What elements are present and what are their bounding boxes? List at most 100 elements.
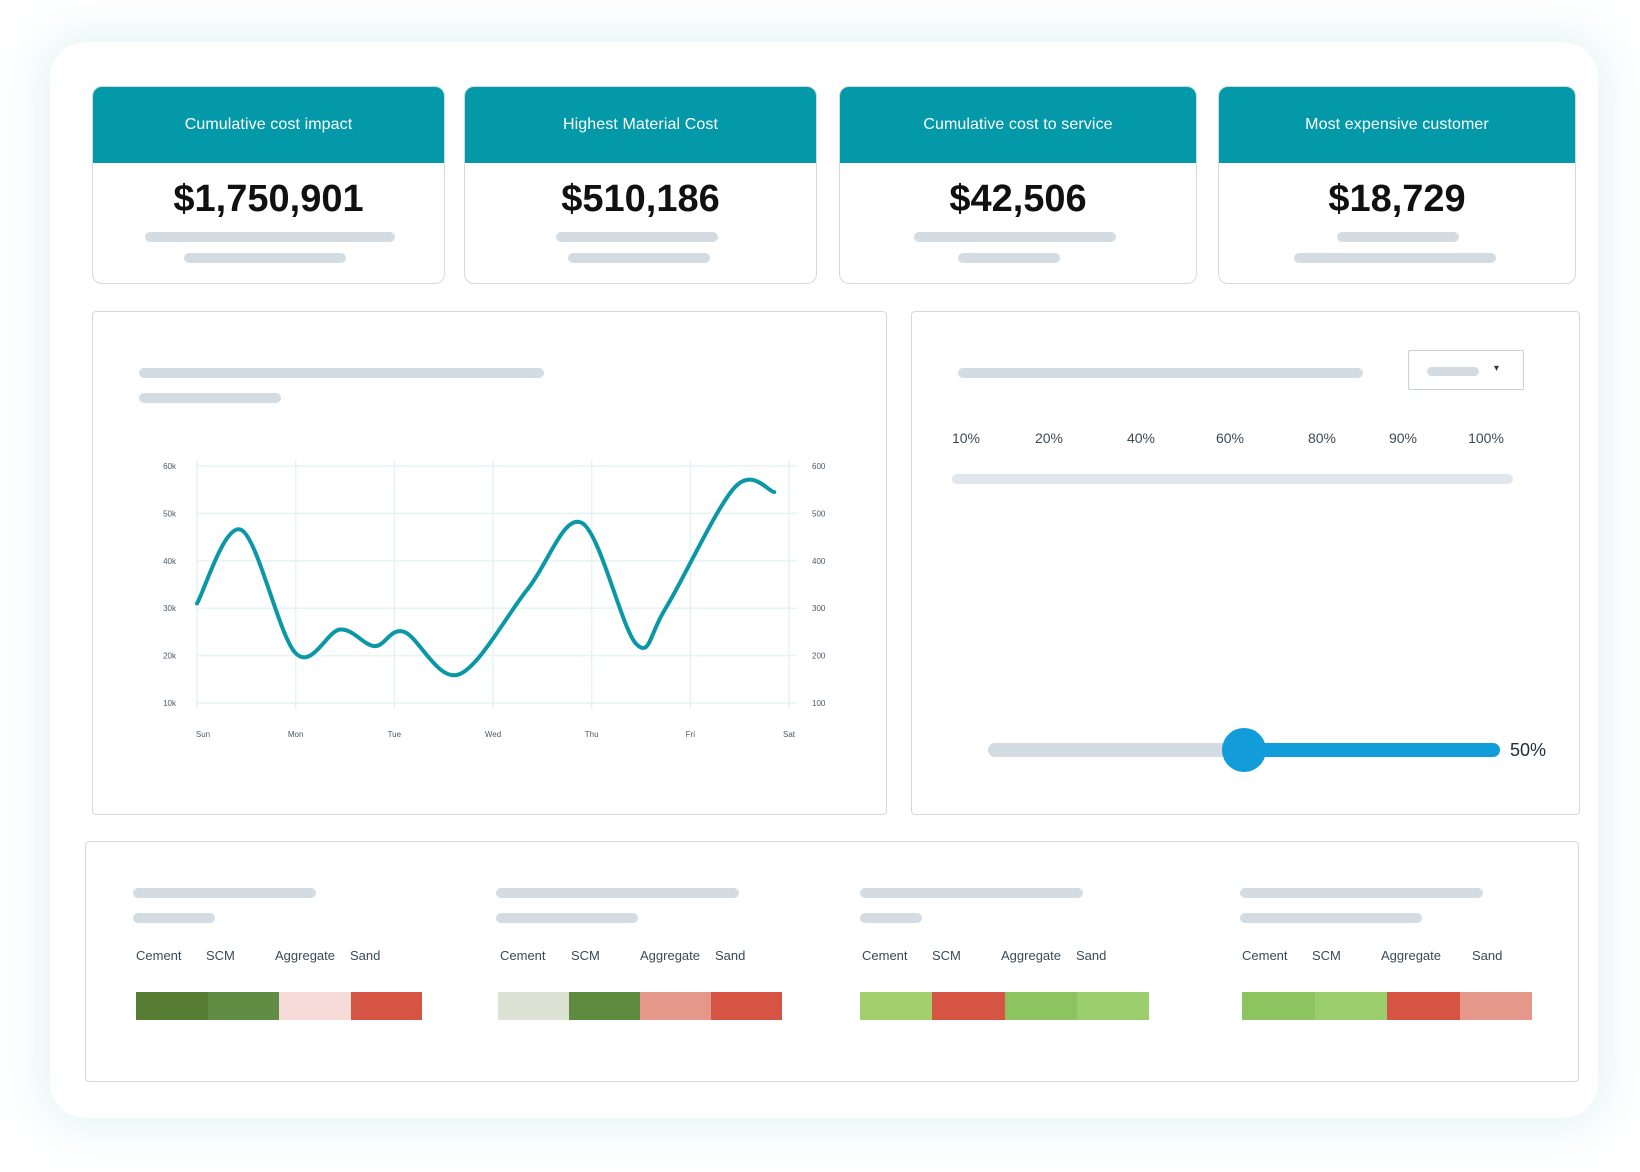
slider-value: 50% [1510, 740, 1547, 760]
heat-cell [350, 992, 422, 1020]
percent-label: 40% [1126, 430, 1156, 446]
legend-sand: Sand [715, 948, 746, 963]
filter-dropdown[interactable]: ▾ [1408, 350, 1524, 390]
kpi-card-cumulative-cost-impact[interactable]: Cumulative cost impact $1,750,901 [92, 86, 445, 284]
kpi-card-most-expensive-customer[interactable]: Most expensive customer $18,729 [1218, 86, 1576, 284]
percent-label: 90% [1388, 430, 1418, 446]
scale-track [952, 474, 1513, 484]
legend-cement: Cement [500, 948, 546, 963]
kpi-value: $42,506 [949, 178, 1087, 220]
heat-cell [498, 992, 569, 1020]
y-tick-label-right: 600 [812, 462, 826, 471]
percent-label: 80% [1307, 430, 1337, 446]
heat-cell [711, 992, 782, 1020]
placeholder-bar [1240, 888, 1483, 898]
material-heat-strip [860, 992, 1149, 1020]
x-tick-label: Sun [196, 730, 210, 739]
x-tick-label: Thu [585, 730, 599, 739]
y-tick-label-left: 30k [163, 604, 177, 613]
placeholder-bar [139, 393, 281, 403]
kpi-title: Highest Material Cost [465, 87, 816, 163]
heat-cell [1004, 992, 1077, 1020]
kpi-title: Cumulative cost impact [93, 87, 444, 163]
dropdown-placeholder [1427, 367, 1479, 376]
legend-cement: Cement [862, 948, 908, 963]
legend-aggregate: Aggregate [640, 948, 700, 963]
placeholder-bar [860, 913, 922, 923]
percent-label: 100% [1468, 430, 1504, 446]
legend-scm: SCM [932, 948, 961, 963]
heat-cell [1314, 992, 1387, 1020]
y-tick-label-left: 20k [163, 652, 177, 661]
y-tick-label-left: 10k [163, 699, 177, 708]
series-line [195, 477, 777, 678]
y-tick-label-right: 200 [812, 652, 826, 661]
heat-cell [932, 992, 1005, 1020]
heat-cell [279, 992, 351, 1020]
x-tick-label: Fri [686, 730, 696, 739]
kpi-card-highest-material-cost[interactable]: Highest Material Cost $510,186 [464, 86, 817, 284]
y-tick-label-right: 400 [812, 557, 826, 566]
material-heat-strip [498, 992, 782, 1020]
legend-sand: Sand [1076, 948, 1107, 963]
placeholder-bar [568, 253, 710, 263]
legend-aggregate: Aggregate [1381, 948, 1441, 963]
legend-aggregate: Aggregate [275, 948, 335, 963]
x-tick-label: Tue [388, 730, 402, 739]
placeholder-bar [133, 913, 215, 923]
heat-cell [136, 992, 208, 1020]
slider-handle[interactable] [1222, 728, 1266, 772]
chevron-down-icon: ▾ [1494, 363, 1500, 374]
legend-scm: SCM [571, 948, 600, 963]
heat-cell [207, 992, 279, 1020]
heat-cell [569, 992, 640, 1020]
legend-scm: SCM [206, 948, 235, 963]
placeholder-bar [1240, 913, 1422, 923]
slider-fill [1244, 743, 1500, 757]
heat-cell [1459, 992, 1532, 1020]
x-tick-label: Sat [783, 730, 796, 739]
placeholder-bar [496, 888, 739, 898]
legend-scm: SCM [1312, 948, 1341, 963]
kpi-title: Cumulative cost to service [840, 87, 1196, 163]
legend-cement: Cement [1242, 948, 1288, 963]
x-tick-label: Wed [485, 730, 501, 739]
placeholder-bar [496, 913, 638, 923]
legend-sand: Sand [350, 948, 381, 963]
kpi-value: $510,186 [561, 178, 720, 220]
heat-cell [1076, 992, 1149, 1020]
placeholder-bar [139, 368, 544, 378]
y-tick-label-right: 500 [812, 509, 826, 518]
y-tick-label-right: 300 [812, 604, 826, 613]
material-heat-strip [1242, 992, 1532, 1020]
placeholder-bar [1337, 232, 1459, 242]
placeholder-bar [133, 888, 316, 898]
percent-label: 10% [951, 430, 981, 446]
y-tick-label-left: 60k [163, 462, 177, 471]
placeholder-bar [556, 232, 718, 242]
percent-label: 60% [1215, 430, 1245, 446]
y-tick-label-left: 50k [163, 509, 177, 518]
heat-cell [860, 992, 933, 1020]
heat-cell [640, 992, 711, 1020]
y-tick-label-right: 100 [812, 699, 826, 708]
kpi-value: $1,750,901 [173, 178, 364, 220]
kpi-title: Most expensive customer [1219, 87, 1575, 163]
heat-cell [1387, 992, 1460, 1020]
legend-sand: Sand [1472, 948, 1503, 963]
placeholder-bar [914, 232, 1116, 242]
x-tick-label: Mon [288, 730, 304, 739]
placeholder-bar [958, 368, 1363, 378]
kpi-card-cumulative-cost-to-service[interactable]: Cumulative cost to service $42,506 [839, 86, 1197, 284]
placeholder-bar [145, 232, 395, 242]
heat-cell [1242, 992, 1315, 1020]
placeholder-bar [958, 253, 1060, 263]
placeholder-bar [184, 253, 346, 263]
material-heat-strip [136, 992, 422, 1020]
placeholder-bar [860, 888, 1083, 898]
kpi-value: $18,729 [1328, 178, 1466, 220]
materials-panel [85, 841, 1579, 1082]
legend-cement: Cement [136, 948, 182, 963]
placeholder-bar [1294, 253, 1496, 263]
